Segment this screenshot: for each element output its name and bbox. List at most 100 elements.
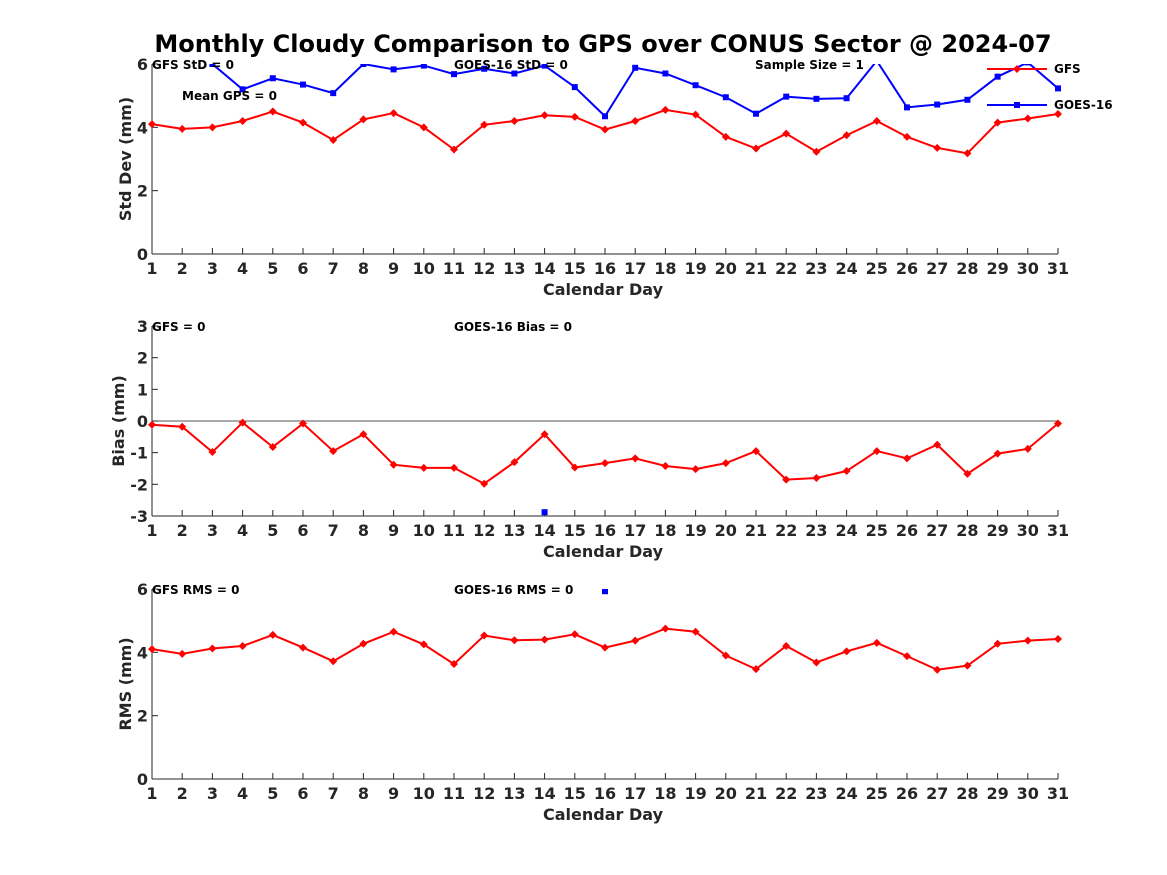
x-tick-label: 30	[1017, 521, 1039, 540]
goes-16-point	[481, 65, 488, 72]
gfs-point	[178, 649, 187, 658]
goes-16-point	[783, 93, 790, 100]
bias-panel: 1 2 3 4 5 6 7 8 9 10 11 12 13 14 15 16 17 18 19 20 21 22 23 24 2…	[109, 317, 1069, 561]
gfs-point	[540, 111, 549, 120]
gfs-point	[450, 145, 458, 154]
x-tick-label: 19	[684, 784, 706, 803]
y-tick-label: 3	[137, 317, 148, 336]
x-tick-label: 10	[413, 521, 435, 540]
goes-16-point	[239, 86, 246, 93]
x-tick-label: 3	[207, 784, 218, 803]
x-tick-label: 27	[926, 521, 948, 540]
x-tick-label: 27	[926, 784, 948, 803]
sample-size-annotation: Sample Size = 1	[755, 58, 864, 72]
gfs-point	[872, 117, 881, 125]
gfs-point	[510, 117, 519, 125]
y-tick-label: 2	[137, 182, 148, 201]
x-tick-label: 12	[473, 259, 495, 278]
x-tick-label: 2	[177, 521, 188, 540]
gfs-point	[208, 644, 217, 653]
x-tick-label: 1	[146, 259, 157, 278]
gfs-point	[993, 118, 1002, 127]
goes-16-point	[420, 64, 427, 69]
legend-goes16-marker	[1014, 102, 1020, 108]
x-tick-label: 23	[805, 259, 827, 278]
y-tick-label: 4	[137, 643, 148, 662]
x-tick-label: 11	[443, 521, 465, 540]
gfs-std-annotation: GFS StD = 0	[152, 58, 234, 72]
x-tick-label: 2	[177, 784, 188, 803]
goes-16-point	[209, 64, 216, 67]
gfs-point	[329, 447, 338, 456]
series-group	[148, 58, 1062, 158]
goes-16-point	[904, 104, 910, 111]
x-tick-label: 17	[624, 784, 646, 803]
gfs-point	[661, 105, 670, 114]
gfs-point	[238, 418, 247, 427]
gfs-point	[359, 639, 368, 648]
gfs-point	[752, 447, 760, 456]
gfs-point	[359, 115, 368, 124]
gfs-point	[389, 460, 398, 469]
x-tick-label: 10	[413, 784, 435, 803]
gfs-point	[782, 129, 791, 138]
x-tick-label: 5	[267, 259, 278, 278]
x-tick-label: 24	[835, 784, 857, 803]
gfs-point	[933, 143, 942, 152]
x-tick-label: 5	[267, 521, 278, 540]
gfs-point	[963, 469, 972, 478]
x-tick-label: 1	[146, 521, 157, 540]
goes-16-point	[541, 509, 548, 516]
gfs-point	[963, 661, 972, 670]
x-tick-label: 10	[413, 259, 435, 278]
legend-gfs-marker	[1013, 65, 1021, 73]
y-tick-label: 0	[137, 412, 148, 431]
gfs-point	[903, 132, 911, 141]
x-tick-label: 14	[533, 784, 555, 803]
y-axis-label: Bias (mm)	[109, 375, 128, 467]
goes-16-point	[874, 58, 880, 64]
x-tick-label: 8	[358, 521, 369, 540]
gfs-point	[661, 624, 670, 633]
goes-16-point	[1024, 64, 1031, 66]
x-tick-label: 16	[594, 521, 616, 540]
y-axis-label: Std Dev (mm)	[116, 97, 135, 221]
y-tick-label: -1	[130, 444, 148, 463]
goes-16-point	[722, 94, 729, 101]
std-dev-panel: 1 2 3 4 5 6 7 8 9 10 11 12 13 14 15 16 17 18 19 20 21 22 23 24 2…	[116, 55, 1113, 299]
gfs-point	[178, 124, 187, 133]
x-tick-label: 11	[443, 784, 465, 803]
gfs-point	[872, 638, 881, 647]
x-tick-label: 8	[358, 784, 369, 803]
gfs-point	[1023, 114, 1032, 123]
gfs-line	[151, 421, 1059, 485]
x-tick-label: 18	[654, 521, 676, 540]
rms-panel: 1 2 3 4 5 6 7 8 9 10 11 12 13 14 15 16 17 18 19 20 21 22 23 24 2…	[116, 580, 1069, 824]
x-tick-label: 24	[835, 521, 857, 540]
goes-16-point	[360, 64, 367, 67]
x-tick-label: 30	[1017, 259, 1039, 278]
gfs-point	[389, 109, 398, 118]
chart-title: Monthly Cloudy Comparison to GPS over CO…	[154, 30, 1051, 58]
x-tick-label: 30	[1017, 784, 1039, 803]
x-tick-label: 5	[267, 784, 278, 803]
goes-16-point	[602, 589, 608, 595]
x-tick-label: 21	[745, 784, 767, 803]
x-tick-label: 7	[328, 259, 339, 278]
gfs-point	[329, 136, 338, 144]
gfs-point	[812, 474, 821, 482]
legend: GFS GOES-16	[987, 62, 1113, 112]
x-tick-label: 1	[146, 784, 157, 803]
gfs-point	[691, 627, 700, 636]
gfs-point	[450, 660, 458, 669]
gfs-point	[691, 110, 700, 119]
x-tick-label: 4	[237, 259, 248, 278]
goes-16-point	[813, 95, 820, 102]
x-tick-label: 6	[297, 784, 308, 803]
gfs-point	[812, 658, 821, 667]
gfs-point	[540, 430, 549, 439]
gfs-point	[721, 459, 730, 468]
x-tick-label: 13	[503, 521, 525, 540]
gfs-point	[721, 132, 730, 141]
